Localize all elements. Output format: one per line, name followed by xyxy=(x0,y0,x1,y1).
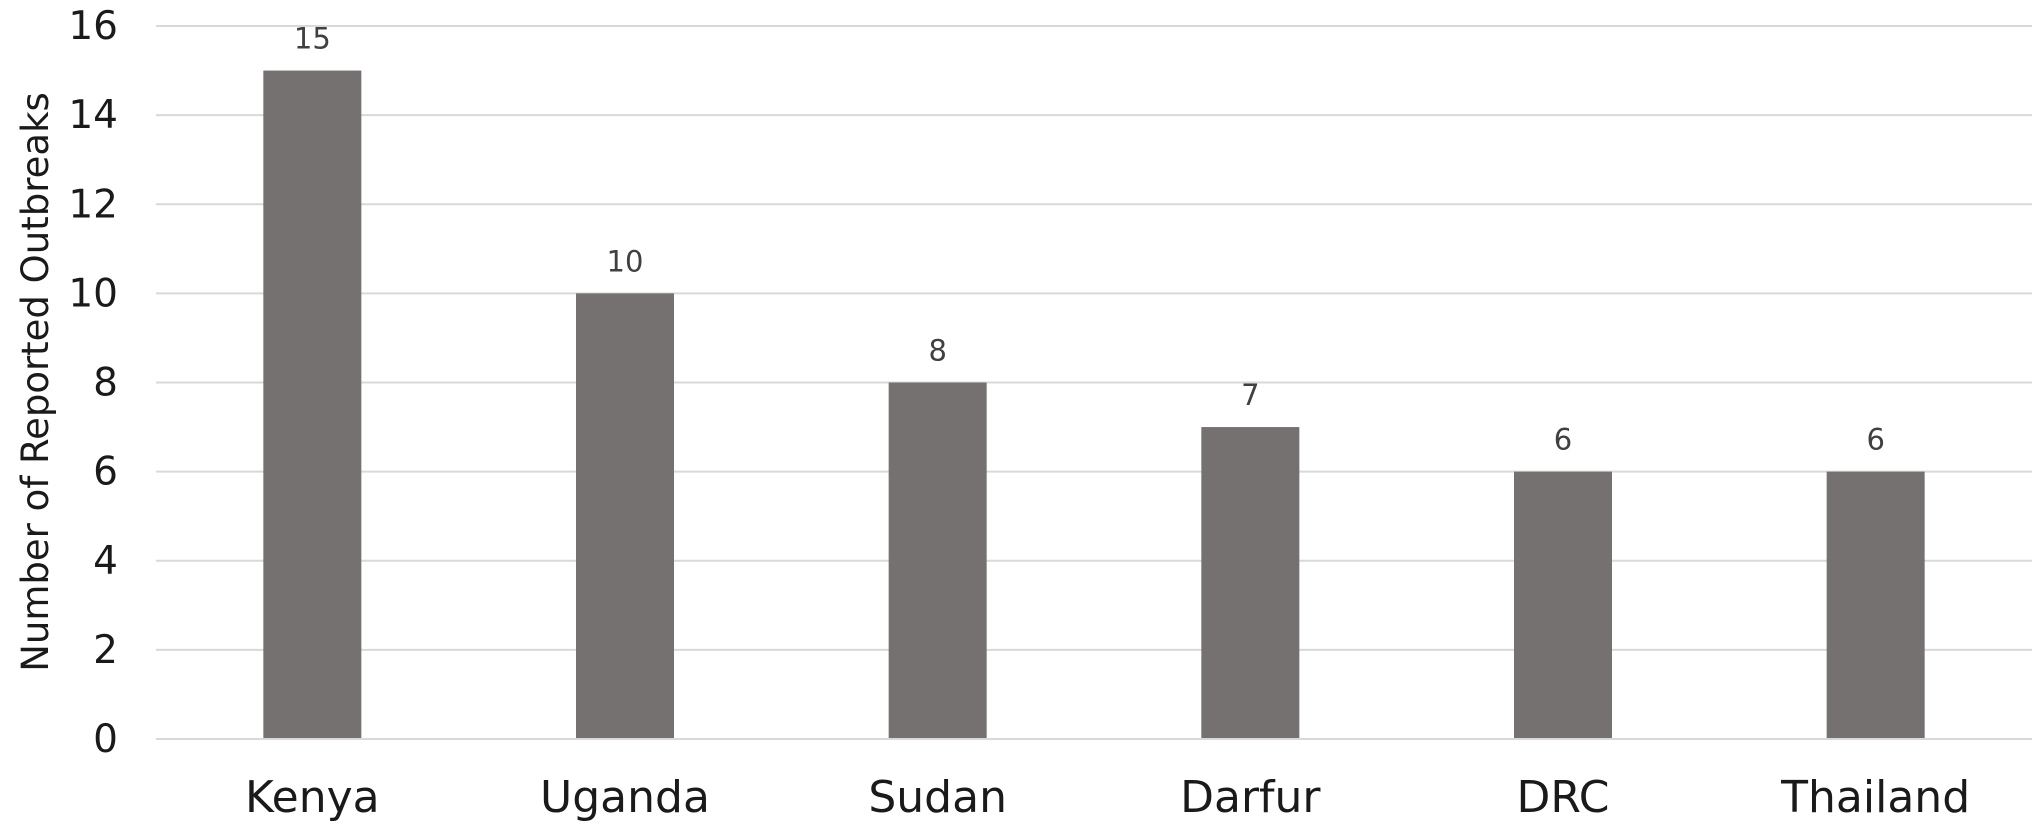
bar xyxy=(1201,427,1300,739)
y-tick-label: 16 xyxy=(68,4,118,49)
x-tick-label: DRC xyxy=(1517,772,1610,823)
data-label: 15 xyxy=(294,22,331,56)
x-tick-label: Thailand xyxy=(1780,772,1970,823)
bar xyxy=(576,293,674,739)
labels: 0 2 4 6 8 10 12 14 16 15 Kenya 10 Uganda 8 Sudan 7 Darfu… xyxy=(68,4,1970,823)
y-tick-label: 2 xyxy=(93,628,118,673)
y-tick-label: 6 xyxy=(93,450,118,495)
data-label: 6 xyxy=(1866,423,1884,457)
bar xyxy=(263,70,362,739)
bar xyxy=(888,382,987,739)
x-tick-label: Sudan xyxy=(868,772,1007,823)
gridlines xyxy=(156,25,2032,651)
x-tick-label: Kenya xyxy=(245,772,380,823)
y-tick-label: 8 xyxy=(93,361,118,406)
data-label: 7 xyxy=(1241,378,1259,412)
bar xyxy=(1514,471,1612,739)
data-label: 6 xyxy=(1554,423,1572,457)
x-tick-label: Darfur xyxy=(1180,772,1321,823)
data-label: 10 xyxy=(607,244,644,278)
y-tick-label: 4 xyxy=(93,539,118,584)
y-tick-label: 0 xyxy=(93,717,118,762)
bar xyxy=(1826,471,1925,739)
x-tick-label: Uganda xyxy=(540,772,710,823)
bars xyxy=(263,70,1925,739)
y-axis-title: Number of Reported Outbreaks xyxy=(14,92,57,672)
data-label: 8 xyxy=(928,334,946,368)
y-tick-label: 14 xyxy=(68,93,118,138)
y-tick-label: 10 xyxy=(68,271,118,316)
y-tick-label: 12 xyxy=(68,182,118,227)
